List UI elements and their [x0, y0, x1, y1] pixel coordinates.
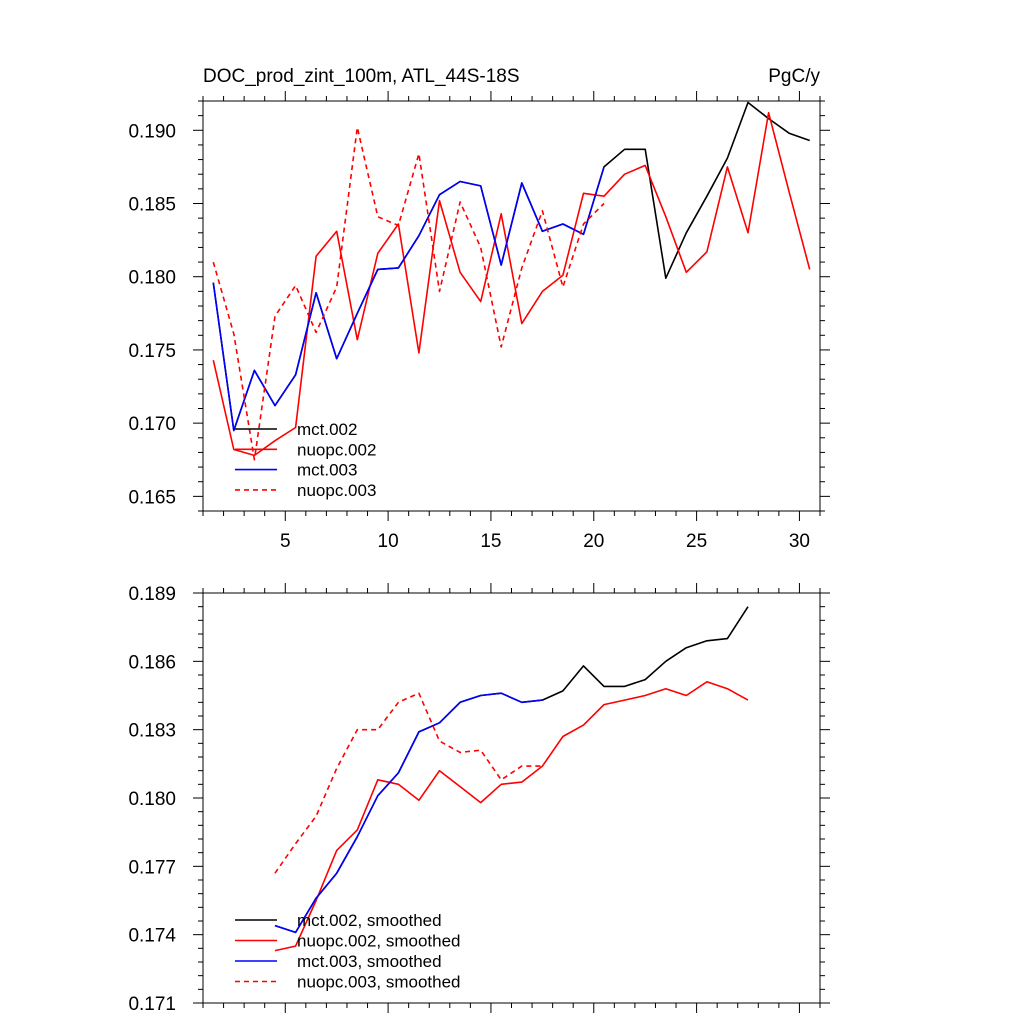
bottom-panel: 0.171 0.174 0.177 0.180 0.183 0.186 0.189 mct.0… [128, 583, 830, 1015]
x-tick-label: 20 [583, 531, 604, 552]
series-line-nuopc-002 [212, 111, 811, 457]
y-tick-label: 0.180 [128, 268, 176, 289]
y-tick-label: 0.165 [128, 487, 176, 508]
series-line-nuopc-002-smoothed [274, 680, 749, 952]
y-tick-label: 0.183 [128, 721, 176, 742]
x-tick-label: 30 [789, 531, 810, 552]
plot-frame [202, 592, 821, 1004]
y-tick-label: 0.186 [128, 652, 176, 673]
series-line-mct-003-smoothed [274, 692, 543, 934]
top-panel: 5 10 15 20 25 30 0.165 0.170 0.175 0.180 0.185 0.19… [128, 91, 830, 552]
series-line-nuopc-003 [212, 126, 605, 461]
y-tick-label: 0.189 [128, 584, 176, 605]
x-tick-label: 5 [280, 531, 291, 552]
x-tick-label: 25 [686, 531, 707, 552]
legend-label: mct.002 [297, 420, 357, 439]
legend-label: nuopc.002 [297, 440, 376, 459]
y-tick-label: 0.185 [128, 195, 176, 216]
legend-label: nuopc.002, smoothed [297, 932, 461, 951]
y-tick-label: 0.177 [128, 857, 176, 878]
y-tick-label: 0.190 [128, 121, 176, 142]
legend-label: nuopc.003, smoothed [297, 973, 461, 992]
plot-frame [202, 100, 821, 512]
series-line-nuopc-003-smoothed [274, 692, 543, 874]
legend-label: nuopc.003 [297, 481, 376, 500]
chart-title: DOC_prod_zint_100m, ATL_44S-18S [203, 66, 520, 87]
y-tick-label: 0.174 [128, 926, 176, 947]
y-tick-label: 0.180 [128, 789, 176, 810]
x-tick-label: 10 [378, 531, 399, 552]
legend-label: mct.003, smoothed [297, 952, 442, 971]
legend-label: mct.003 [297, 461, 357, 480]
series-line-mct-002-smoothed [274, 606, 749, 934]
y-tick-label: 0.170 [128, 414, 176, 435]
y-tick-label: 0.175 [128, 341, 176, 362]
series-line-mct-003 [212, 166, 605, 432]
x-tick-label: 15 [480, 531, 501, 552]
chart-units: PgC/y [768, 66, 820, 87]
legend-label: mct.002, smoothed [297, 911, 442, 930]
y-tick-label: 0.171 [128, 994, 176, 1015]
